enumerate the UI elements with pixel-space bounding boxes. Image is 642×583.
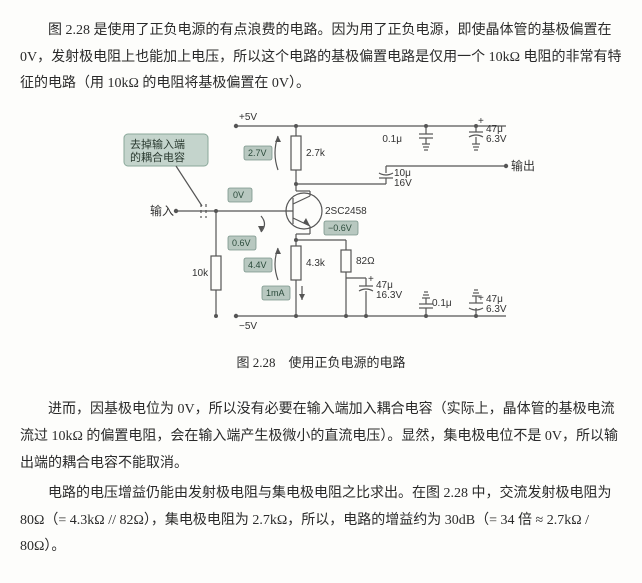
box-1ma: 1mA bbox=[266, 288, 285, 298]
box-2-7v: 2.7V bbox=[248, 148, 267, 158]
callout-line1: 去掉输入端 bbox=[130, 137, 185, 151]
box-0v: 0V bbox=[233, 190, 244, 200]
label-minus5v: −5V bbox=[239, 321, 257, 332]
label-r4-3k: 4.3k bbox=[306, 258, 326, 269]
paragraph-1: 图 2.28 是使用了正负电源的有点浪费的电路。因为用了正负电源，即使晶体管的基… bbox=[20, 18, 622, 98]
box-4-4v: 4.4V bbox=[248, 260, 267, 270]
label-r82: 82Ω bbox=[356, 256, 375, 267]
figure-2-28: +5V −5V 2.7k 2.7V 2SC2458 −0.6V 10μ 16V … bbox=[20, 106, 622, 341]
label-output: 输出 bbox=[511, 158, 535, 173]
label-c10u-v: 16V bbox=[394, 178, 412, 189]
label-c47u-163-v: 16.3V bbox=[376, 290, 402, 301]
callout-line2: 的耦合电容 bbox=[130, 150, 185, 164]
label-c-0-1u-top: 0.1μ bbox=[382, 134, 402, 145]
label-c47u-top-v: 6.3V bbox=[486, 134, 507, 145]
svg-text:+: + bbox=[368, 274, 374, 285]
label-r-2-7k: 2.7k bbox=[306, 148, 326, 159]
label-plus5v: +5V bbox=[239, 112, 257, 123]
figure-caption: 图 2.28 使用正负电源的电路 bbox=[20, 351, 622, 376]
box-0-6v: 0.6V bbox=[232, 238, 251, 248]
circuit-diagram: +5V −5V 2.7k 2.7V 2SC2458 −0.6V 10μ 16V … bbox=[106, 106, 536, 341]
paragraph-2: 进而，因基极电位为 0V，所以没有必要在输入端加入耦合电容（实际上，晶体管的基极… bbox=[20, 397, 622, 477]
paragraph-3: 电路的电压增益仍能由发射极电阻与集电极电阻之比求出。在图 2.28 中，交流发射… bbox=[20, 481, 622, 561]
label-c-0-1u-bot: 0.1μ bbox=[432, 298, 452, 309]
svg-text:+: + bbox=[478, 116, 484, 127]
label-c47u-bot-v: 6.3V bbox=[486, 304, 507, 315]
label-transistor: 2SC2458 bbox=[325, 206, 367, 217]
box-neg-0-6v: −0.6V bbox=[328, 223, 352, 233]
label-r10k: 10k bbox=[192, 268, 209, 279]
label-input: 输入 bbox=[150, 203, 174, 218]
svg-text:+: + bbox=[478, 293, 484, 304]
